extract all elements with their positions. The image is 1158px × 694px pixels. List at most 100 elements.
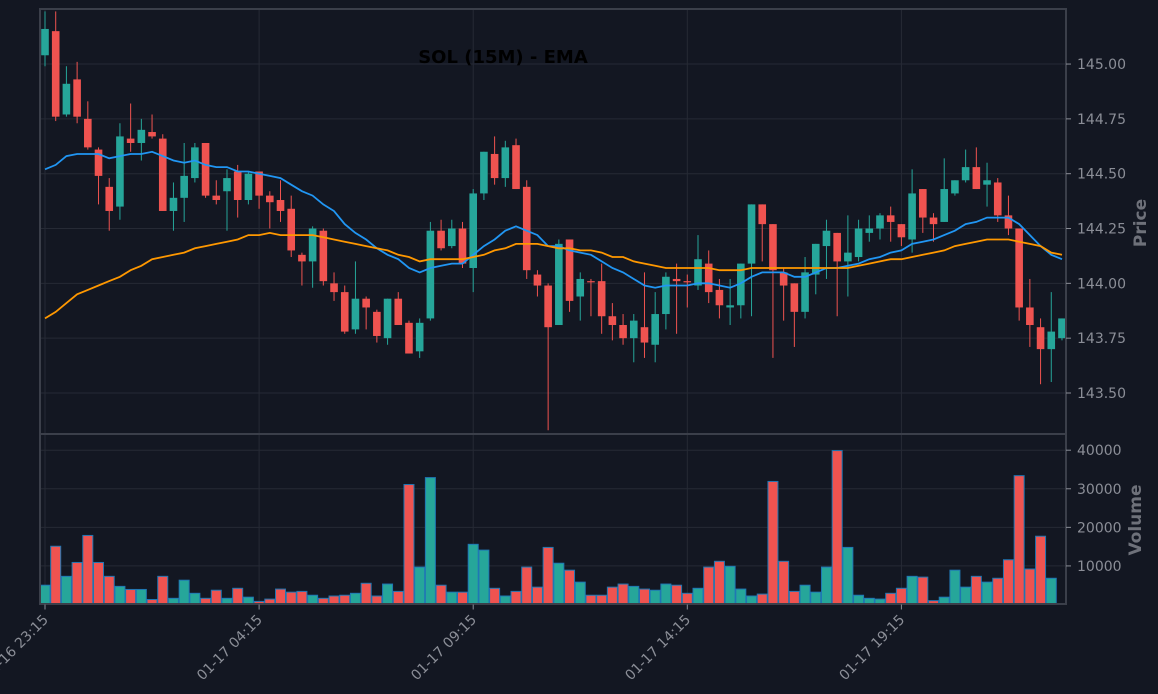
volume-bar (885, 592, 897, 606)
candle (180, 142, 188, 222)
candle-body (779, 272, 788, 286)
volume-bar (456, 591, 468, 606)
candle (469, 189, 477, 293)
candle (126, 103, 135, 152)
candle (929, 213, 938, 242)
candle-body (223, 178, 231, 192)
candle (330, 272, 338, 301)
candle (458, 221, 467, 268)
candle-body (415, 322, 424, 352)
candle (951, 180, 959, 196)
volume-bar (756, 593, 768, 605)
candle (1026, 278, 1034, 347)
candle-body (383, 298, 392, 339)
volume-bar (895, 587, 907, 606)
candle-body (490, 153, 499, 179)
candle-body (790, 283, 799, 312)
volume-bar (564, 569, 576, 606)
candle-body (544, 285, 552, 328)
candle (597, 263, 606, 334)
candle (501, 140, 510, 187)
candle (544, 283, 552, 431)
candle (490, 136, 499, 185)
candle (683, 274, 692, 308)
candle-body (651, 314, 659, 345)
volume-bar (275, 588, 287, 605)
candle-body (533, 274, 542, 286)
candle (415, 318, 424, 358)
candle-body (458, 228, 467, 264)
volume-bar (414, 566, 426, 605)
candle-body (201, 142, 210, 196)
price-tick-label: 144.00 (1077, 276, 1126, 292)
candle (811, 243, 820, 295)
volume-bar (799, 584, 811, 605)
candle (940, 158, 949, 222)
volume-bar (970, 575, 982, 606)
candle (447, 219, 456, 249)
candle-body (940, 189, 949, 222)
candle-body (266, 195, 274, 203)
candle-body (747, 204, 756, 264)
volume-bar (60, 575, 72, 606)
candle-body (629, 320, 638, 339)
candle (790, 283, 799, 347)
candle (158, 134, 167, 211)
candle (362, 296, 370, 330)
volume-bar (210, 589, 222, 605)
candle-body (212, 195, 221, 201)
candle-body (373, 311, 381, 336)
volume-bar (713, 560, 725, 606)
candle-body (148, 132, 156, 137)
candle-body (833, 232, 841, 262)
volume-bar (831, 450, 843, 605)
candle (223, 169, 231, 231)
candle (619, 314, 627, 345)
candle-body (158, 138, 167, 211)
candle (854, 219, 863, 262)
candle (94, 147, 103, 205)
price-tick-label: 143.50 (1077, 386, 1126, 402)
candle-body (191, 147, 199, 179)
candle (629, 314, 638, 363)
candle (426, 221, 435, 321)
candle (747, 204, 756, 317)
candle (266, 191, 274, 229)
volume-bar (542, 546, 554, 605)
candle (608, 303, 617, 341)
volume-bar (778, 560, 790, 606)
candle-body (394, 298, 403, 326)
candle (972, 147, 981, 190)
volume-bar (39, 584, 51, 605)
candle (726, 278, 734, 326)
volume-bar (628, 585, 640, 606)
candle-body (180, 175, 188, 198)
volume-bar (403, 484, 415, 605)
price-axis-label: Price (1131, 199, 1151, 247)
candle (383, 298, 392, 345)
candle-body (126, 138, 135, 143)
candle (993, 178, 1002, 222)
candle-body (758, 204, 767, 225)
candle (1036, 318, 1045, 385)
candle (522, 180, 531, 279)
volume-bar (349, 592, 361, 606)
candle (51, 11, 60, 122)
volume-bar (382, 583, 394, 605)
candle (73, 61, 81, 124)
candle-body (715, 289, 724, 306)
candle (405, 320, 413, 354)
candle (351, 261, 360, 334)
volume-bar (960, 586, 972, 606)
candle (640, 272, 649, 358)
candle (298, 252, 306, 286)
volume-bar (531, 586, 543, 606)
candle-body (62, 83, 71, 115)
candle (833, 232, 841, 317)
chart-title: SOL (15M) - EMA (418, 47, 588, 68)
candle-body (469, 193, 477, 268)
candle-body (961, 167, 970, 181)
ema-fast-line (44, 150, 1063, 289)
candle-body (865, 228, 874, 233)
